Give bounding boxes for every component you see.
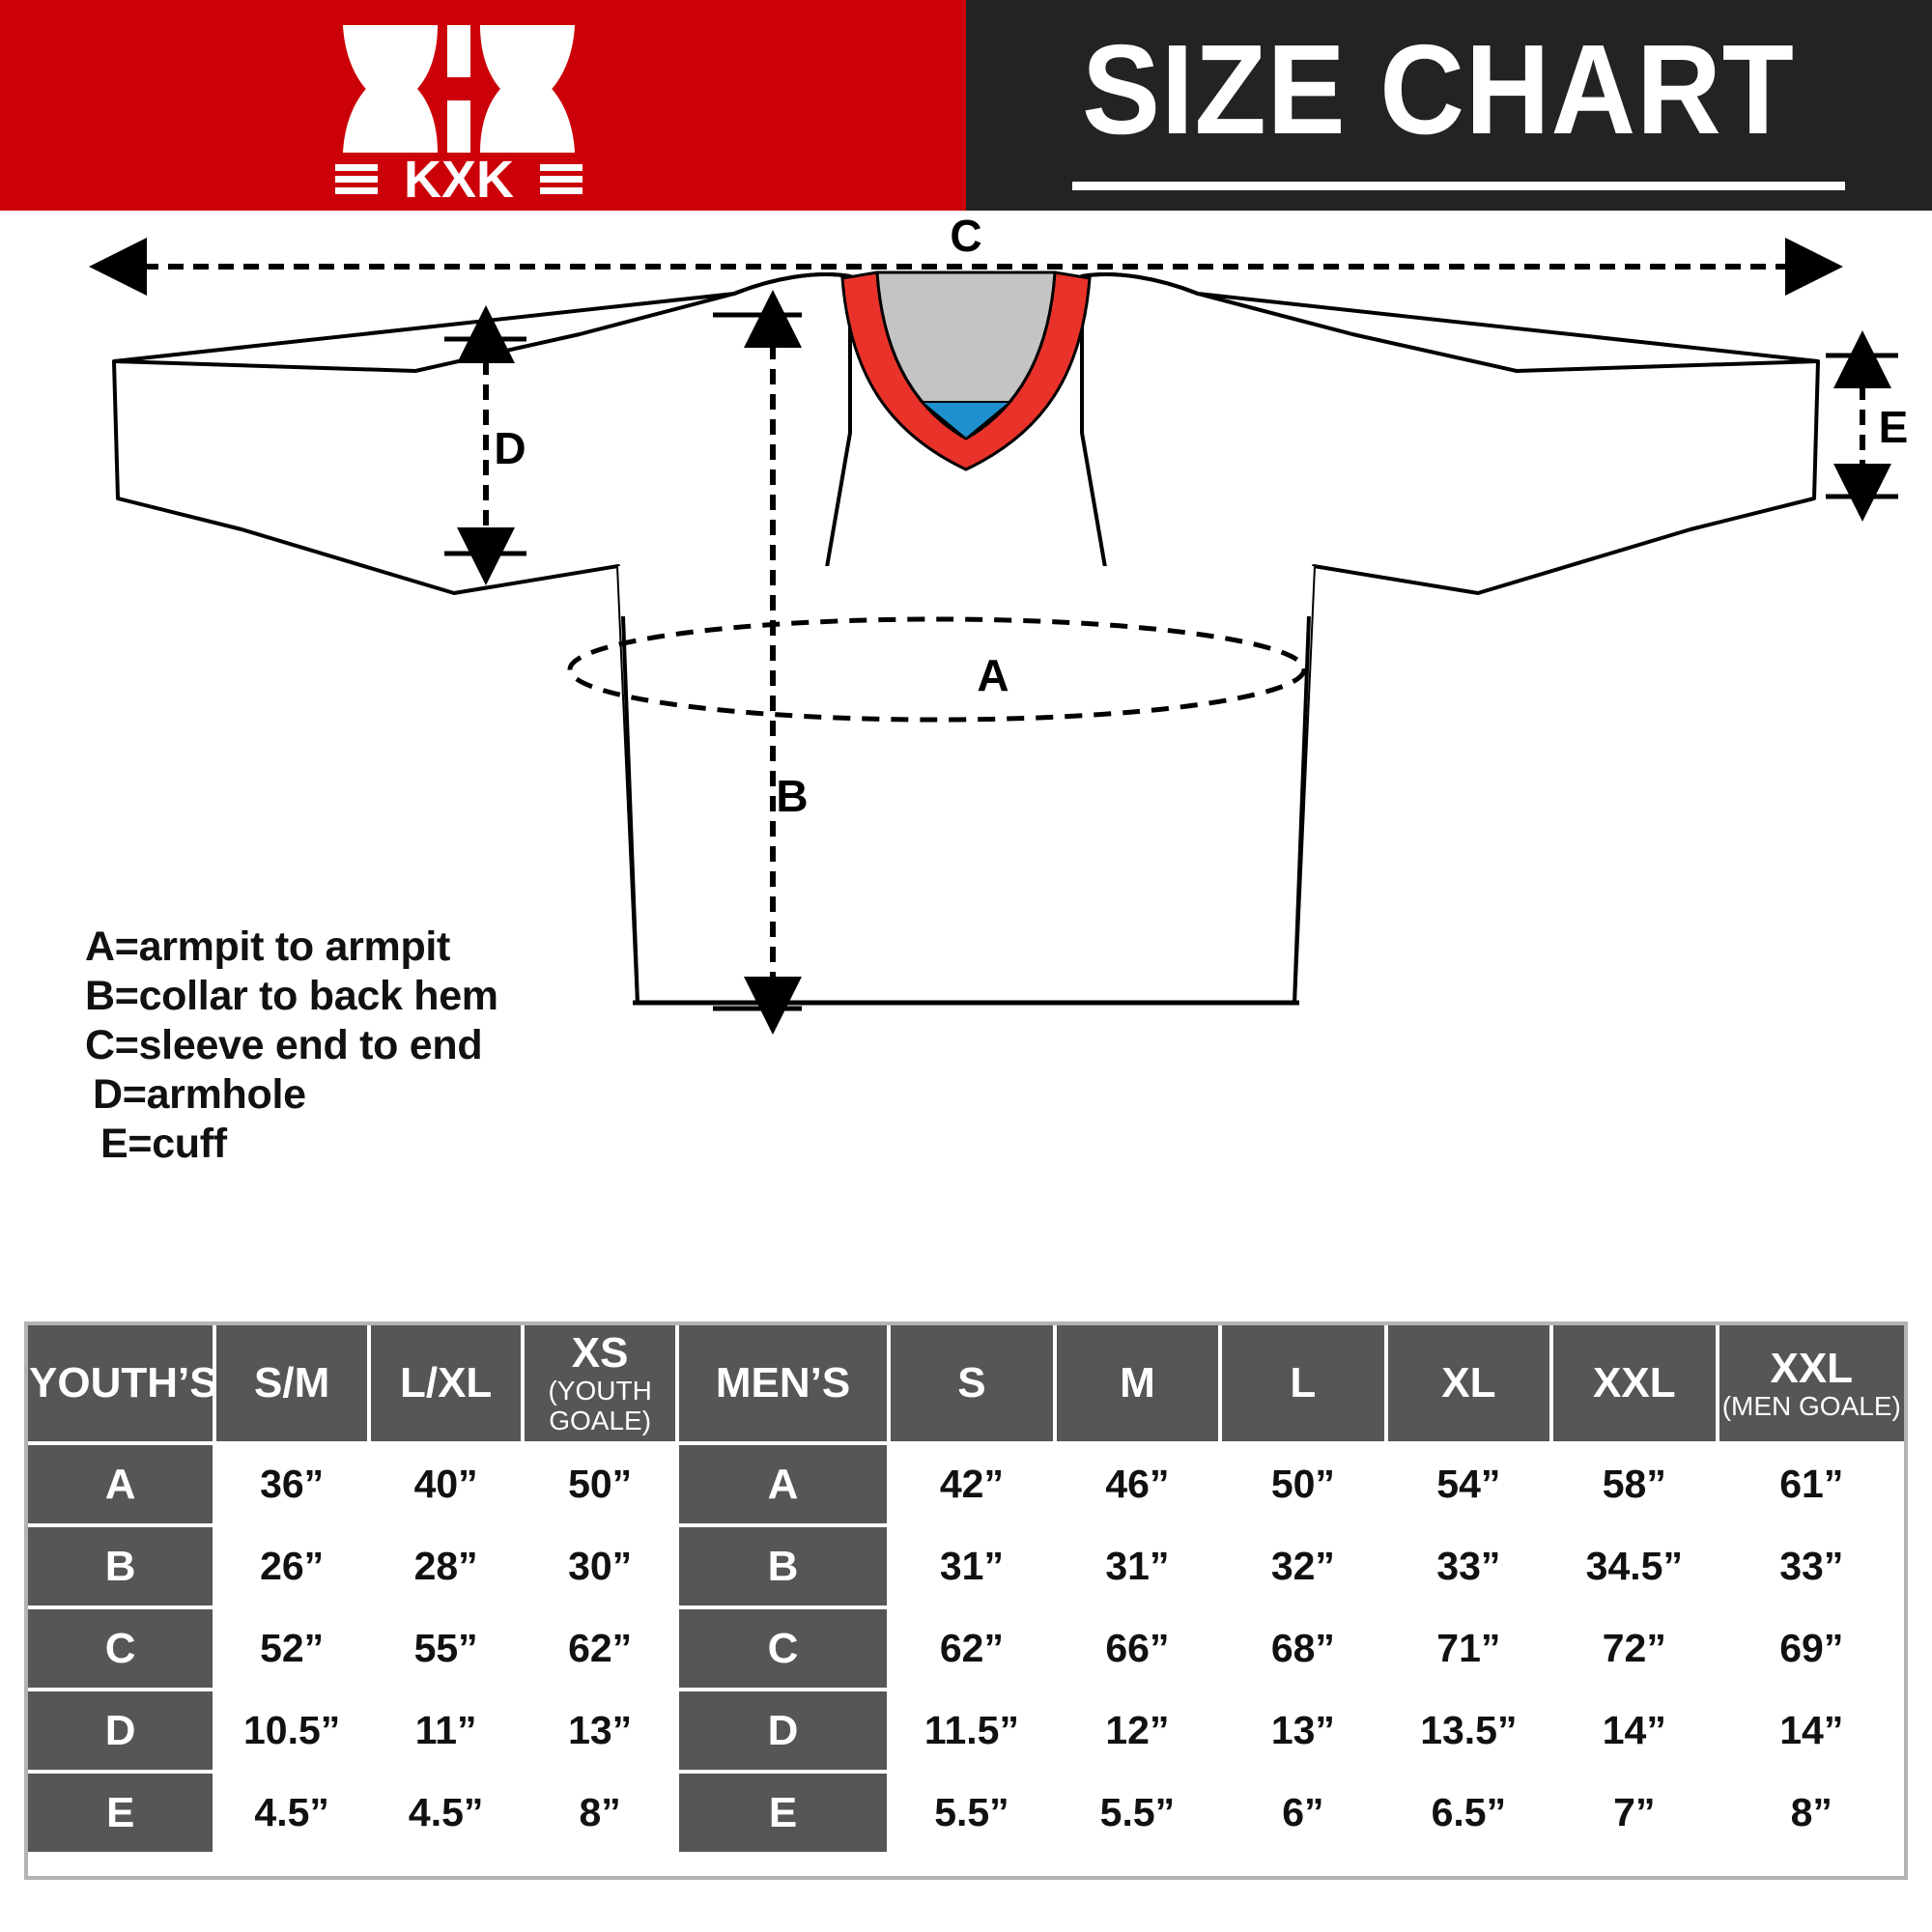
- cell-mens-xxlg-e: 8”: [1719, 1774, 1904, 1852]
- header-youth-lxl: L/XL: [370, 1325, 522, 1441]
- cell-mens-xxl-d: 14”: [1553, 1691, 1716, 1770]
- row-label-b-mens: B: [678, 1527, 888, 1605]
- header-youth-sm: S/M: [216, 1325, 367, 1441]
- cell-youth-xs-d: 13”: [525, 1691, 675, 1770]
- row-label-a-youth: A: [28, 1445, 213, 1523]
- cell-mens-m-c: 66”: [1056, 1609, 1219, 1688]
- svg-text:KXK: KXK: [404, 151, 514, 201]
- title-panel: SIZE CHART: [966, 0, 1932, 211]
- cell-youth-lxl-e: 4.5”: [370, 1774, 522, 1852]
- cell-youth-sm-c: 52”: [216, 1609, 367, 1688]
- cell-mens-s-b: 31”: [891, 1527, 1053, 1605]
- page-header: KXK SIZE CHART: [0, 0, 1932, 211]
- cell-youth-xs-e: 8”: [525, 1774, 675, 1852]
- header-youth-xs-goale: XS (YOUTH GOALE): [525, 1325, 675, 1441]
- cell-mens-xl-c: 71”: [1387, 1609, 1550, 1688]
- dimension-label-d: D: [494, 423, 526, 473]
- dimension-label-c: C: [950, 211, 981, 261]
- row-label-c-mens: C: [678, 1609, 888, 1688]
- dimension-b: B: [713, 290, 809, 1035]
- cell-mens-m-a: 46”: [1056, 1445, 1219, 1523]
- cell-youth-lxl-d: 11”: [370, 1691, 522, 1770]
- cell-mens-m-e: 5.5”: [1056, 1774, 1219, 1852]
- dimension-e: E: [1826, 330, 1909, 522]
- jersey-collar: [840, 270, 1092, 471]
- row-label-d-mens: D: [678, 1691, 888, 1770]
- cell-mens-xxl-a: 58”: [1553, 1445, 1716, 1523]
- cell-mens-s-e: 5.5”: [891, 1774, 1053, 1852]
- row-label-e-youth: E: [28, 1774, 213, 1852]
- cell-mens-xl-d: 13.5”: [1387, 1691, 1550, 1770]
- size-table-container: YOUTH’S S/M L/XL XS (YOUTH GOALE) MEN’S …: [24, 1321, 1908, 1856]
- cell-mens-xxlg-a: 61”: [1719, 1445, 1904, 1523]
- cell-youth-lxl-b: 28”: [370, 1527, 522, 1605]
- row-label-a-mens: A: [678, 1445, 888, 1523]
- kxk-logo-icon: KXK: [333, 17, 584, 201]
- table-row: D 10.5” 11” 13” D 11.5” 12” 13” 13.5” 14…: [28, 1691, 1904, 1770]
- cell-mens-m-d: 12”: [1056, 1691, 1219, 1770]
- cell-youth-xs-a: 50”: [525, 1445, 675, 1523]
- table-row: C 52” 55” 62” C 62” 66” 68” 71” 72” 69”: [28, 1609, 1904, 1688]
- size-table: YOUTH’S S/M L/XL XS (YOUTH GOALE) MEN’S …: [24, 1321, 1908, 1856]
- dimension-label-e: E: [1879, 402, 1909, 452]
- page-title: SIZE CHART: [1082, 18, 1795, 160]
- header-mens-xxl: XXL: [1553, 1325, 1716, 1441]
- dimension-label-b: B: [776, 771, 808, 821]
- cell-mens-xl-a: 54”: [1387, 1445, 1550, 1523]
- row-label-b-youth: B: [28, 1527, 213, 1605]
- cell-youth-xs-b: 30”: [525, 1527, 675, 1605]
- cell-youth-sm-e: 4.5”: [216, 1774, 367, 1852]
- cell-youth-sm-d: 10.5”: [216, 1691, 367, 1770]
- legend-line-d: D=armhole: [93, 1071, 306, 1118]
- measurement-legend: A=armpit to armpit B=collar to back hem …: [85, 923, 498, 1169]
- cell-youth-lxl-a: 40”: [370, 1445, 522, 1523]
- table-row: E 4.5” 4.5” 8” E 5.5” 5.5” 6” 6.5” 7” 8”: [28, 1774, 1904, 1852]
- table-row: B 26” 28” 30” B 31” 31” 32” 33” 34.5” 33…: [28, 1527, 1904, 1605]
- cell-mens-l-d: 13”: [1222, 1691, 1384, 1770]
- dimension-label-a: A: [977, 650, 1009, 700]
- cell-mens-xxl-c: 72”: [1553, 1609, 1716, 1688]
- cell-mens-l-e: 6”: [1222, 1774, 1384, 1852]
- dimension-d: D: [444, 305, 526, 585]
- header-mens-xl: XL: [1387, 1325, 1550, 1441]
- cell-mens-l-b: 32”: [1222, 1527, 1384, 1605]
- cell-youth-xs-c: 62”: [525, 1609, 675, 1688]
- header-mens-xxl-goale: XXL (MEN GOALE): [1719, 1325, 1904, 1441]
- cell-mens-xxl-e: 7”: [1553, 1774, 1716, 1852]
- cell-mens-l-c: 68”: [1222, 1609, 1384, 1688]
- legend-line-a: A=armpit to armpit: [85, 923, 451, 970]
- legend-line-c: C=sleeve end to end: [85, 1022, 483, 1068]
- header-youths: YOUTH’S: [28, 1325, 218, 1441]
- dimension-c: C: [89, 211, 1843, 296]
- header-mens-l: L: [1222, 1325, 1384, 1441]
- cell-mens-xxlg-d: 14”: [1719, 1691, 1904, 1770]
- header-mens: MEN’S: [678, 1325, 888, 1441]
- legend-line-e: E=cuff: [100, 1121, 227, 1167]
- header-mens-s: S: [891, 1325, 1053, 1441]
- table-header-row: YOUTH’S S/M L/XL XS (YOUTH GOALE) MEN’S …: [28, 1325, 1904, 1441]
- cell-mens-s-c: 62”: [891, 1609, 1053, 1688]
- cell-mens-xxl-b: 34.5”: [1553, 1527, 1716, 1605]
- cell-mens-s-d: 11.5”: [891, 1691, 1053, 1770]
- jersey-diagram: C D B A E: [0, 211, 1932, 1302]
- cell-mens-l-a: 50”: [1222, 1445, 1384, 1523]
- cell-youth-sm-b: 26”: [216, 1527, 367, 1605]
- cell-mens-xl-e: 6.5”: [1387, 1774, 1550, 1852]
- cell-mens-xxlg-b: 33”: [1719, 1527, 1904, 1605]
- legend-line-b: B=collar to back hem: [85, 973, 498, 1019]
- cell-mens-xl-b: 33”: [1387, 1527, 1550, 1605]
- row-label-e-mens: E: [678, 1774, 888, 1852]
- table-row: A 36” 40” 50” A 42” 46” 50” 54” 58” 61”: [28, 1445, 1904, 1523]
- title-underline: [1072, 182, 1845, 190]
- dimension-a: A: [567, 616, 1307, 723]
- cell-youth-lxl-c: 55”: [370, 1609, 522, 1688]
- row-label-c-youth: C: [28, 1609, 213, 1688]
- cell-mens-xxlg-c: 69”: [1719, 1609, 1904, 1688]
- cell-youth-sm-a: 36”: [216, 1445, 367, 1523]
- row-label-d-youth: D: [28, 1691, 213, 1770]
- header-mens-m: M: [1056, 1325, 1219, 1441]
- brand-panel: KXK: [0, 0, 966, 211]
- cell-mens-m-b: 31”: [1056, 1527, 1219, 1605]
- cell-mens-s-a: 42”: [891, 1445, 1053, 1523]
